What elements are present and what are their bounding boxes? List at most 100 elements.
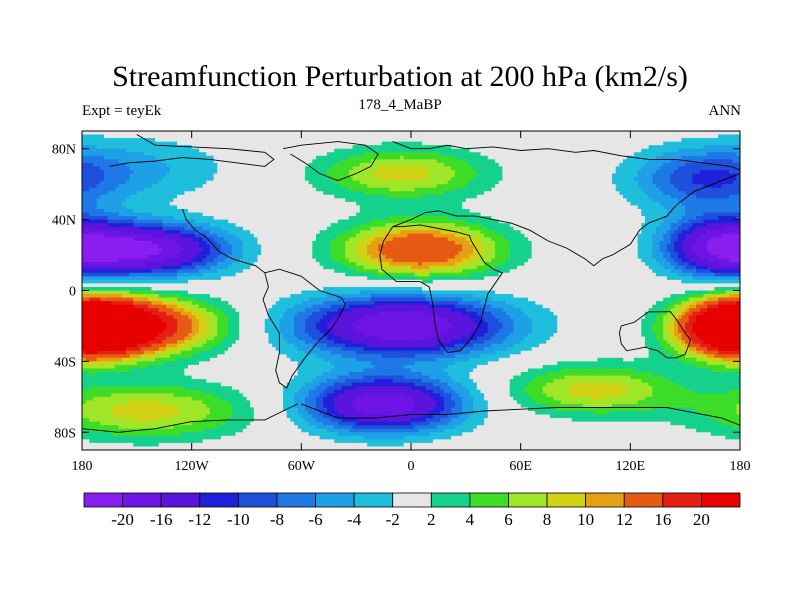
- field-cell: [560, 216, 566, 221]
- field-cell: [315, 177, 321, 182]
- field-cell: [315, 194, 321, 199]
- field-cell: [615, 216, 620, 221]
- field-cell: [144, 173, 149, 178]
- field-cell: [184, 226, 189, 231]
- field-cell: [341, 173, 346, 178]
- field-cell: [597, 145, 602, 150]
- field-cell: [648, 184, 653, 189]
- field-cell: [133, 208, 138, 214]
- field-cell: [242, 134, 248, 139]
- field-cell: [92, 212, 98, 217]
- field-cell: [736, 208, 740, 214]
- field-cell: [378, 155, 383, 160]
- field-cell: [323, 201, 328, 207]
- field-cell: [345, 187, 350, 192]
- field-cell: [414, 194, 419, 199]
- field-cell: [568, 180, 573, 185]
- field-cell: [666, 194, 672, 199]
- field-cell: [685, 173, 690, 178]
- field-cell: [502, 208, 507, 214]
- field-cell: [568, 219, 573, 224]
- field-cell: [352, 177, 357, 182]
- field-cell: [604, 194, 609, 199]
- field-cell: [696, 138, 701, 143]
- field-cell: [184, 141, 189, 146]
- field-cell: [670, 141, 675, 146]
- field-cell: [301, 155, 306, 160]
- field-cell: [253, 177, 259, 182]
- field-cell: [345, 134, 350, 139]
- field-cell: [414, 162, 419, 168]
- field-cell: [92, 194, 98, 199]
- field-cell: [469, 134, 474, 139]
- field-cell: [206, 173, 211, 178]
- field-cell: [107, 205, 112, 210]
- field-cell: [85, 191, 90, 196]
- field-cell: [542, 187, 547, 192]
- field-cell: [476, 191, 482, 196]
- field-cell: [82, 212, 87, 217]
- field-cell: [166, 159, 171, 164]
- field-cell: [326, 152, 332, 157]
- field-cell: [162, 208, 167, 214]
- field-cell: [696, 141, 701, 146]
- field-cell: [400, 166, 405, 171]
- field-cell: [586, 138, 591, 143]
- field-cell: [144, 141, 149, 146]
- field-cell: [352, 134, 357, 139]
- field-cell: [436, 169, 441, 175]
- field-cell: [736, 148, 740, 153]
- field-cell: [710, 180, 716, 185]
- field-cell: [125, 148, 131, 153]
- field-cell: [436, 184, 441, 189]
- field-cell: [177, 219, 182, 224]
- field-cell: [133, 184, 138, 189]
- field-cell: [341, 187, 346, 192]
- field-cell: [337, 226, 343, 231]
- field-cell: [637, 201, 642, 207]
- field-cell: [502, 180, 507, 185]
- field-cell: [725, 159, 730, 164]
- field-cell: [195, 223, 200, 228]
- field-cell: [732, 208, 737, 214]
- field-cell: [89, 205, 94, 210]
- field-cell: [681, 134, 686, 139]
- field-cell: [209, 223, 215, 228]
- field-cell: [326, 169, 332, 175]
- field-cell: [392, 155, 397, 160]
- field-cell: [103, 184, 109, 189]
- field-cell: [96, 201, 101, 207]
- field-cell: [206, 145, 211, 150]
- field-cell: [403, 162, 408, 168]
- field-cell: [491, 166, 496, 171]
- field-cell: [257, 148, 262, 153]
- field-cell: [268, 173, 273, 178]
- field-cell: [341, 134, 346, 139]
- field-cell: [685, 184, 690, 189]
- field-cell: [337, 162, 343, 168]
- field-cell: [352, 191, 357, 196]
- field-cell: [414, 173, 419, 178]
- field-cell: [517, 173, 522, 178]
- field-cell: [96, 223, 101, 228]
- field-cell: [710, 138, 716, 143]
- field-cell: [469, 141, 474, 146]
- field-cell: [601, 162, 606, 168]
- field-cell: [553, 159, 558, 164]
- field-cell: [363, 194, 368, 199]
- field-cell: [714, 205, 719, 210]
- field-cell: [144, 177, 149, 182]
- field-cell: [103, 205, 109, 210]
- field-cell: [564, 216, 569, 221]
- field-cell: [180, 187, 185, 192]
- field-cell: [696, 180, 701, 185]
- field-cell: [502, 145, 507, 150]
- field-cell: [400, 177, 405, 182]
- field-cell: [242, 138, 248, 143]
- field-cell: [425, 212, 430, 217]
- field-cell: [560, 187, 566, 192]
- field-cell: [82, 162, 87, 168]
- field-cell: [710, 212, 716, 217]
- field-cell: [122, 187, 127, 192]
- field-cell: [166, 141, 171, 146]
